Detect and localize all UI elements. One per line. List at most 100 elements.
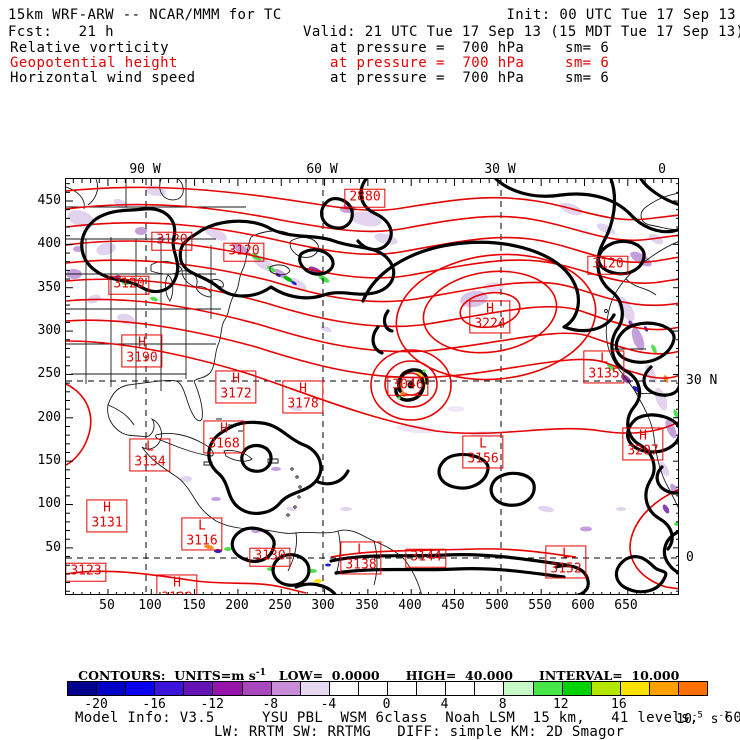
label-value: 3134: [134, 454, 166, 469]
bottom-axis-label: 250: [268, 598, 292, 613]
left-axis-label: 250: [37, 366, 61, 381]
left-axis-label: 350: [37, 280, 61, 295]
colorbar-cell: [184, 682, 214, 695]
colorbar: [67, 681, 708, 696]
init-time: Init: 00 UTC Tue 17 Sep 13: [506, 7, 736, 23]
bottom-axis-label: 50: [99, 598, 115, 613]
forecast-hour: Fcst: 21 h: [8, 24, 114, 40]
field3-level: at pressure = 700 hPa: [330, 70, 525, 86]
field1-level: at pressure = 700 hPa: [330, 40, 525, 56]
colorbar-cell: [417, 682, 447, 695]
valid-time: Valid: 21 UTC Tue 17 Sep 13 (15 MDT Tue …: [303, 24, 740, 40]
model-info-physics: LW: RRTM SW: RRTMG DIFF: simple KM: 2D S…: [214, 724, 625, 740]
colorbar-tick-label: -12: [200, 697, 224, 712]
colorbar-cell: [533, 682, 563, 695]
contour-label-2880: 2880: [344, 188, 386, 208]
label-value: 3156: [467, 451, 499, 466]
extremum-letter: H: [299, 381, 307, 397]
label-value: 3207: [627, 443, 659, 458]
label-value: 3120: [228, 243, 260, 259]
field1-smooth: sm= 6: [565, 40, 610, 56]
colorbar-cell: [126, 682, 156, 695]
windspeed-contours-black: [80, 179, 678, 594]
extremum-label-L3138: L 3138: [340, 541, 382, 575]
colorbar-tick-label: -20: [84, 697, 108, 712]
colorbar-tick-label: 4: [440, 697, 449, 712]
colorbar-tick-label: 12: [552, 697, 569, 712]
field2-smooth: sm= 6: [565, 55, 610, 71]
bottom-axis-label: 400: [398, 598, 422, 613]
label-value: 3224: [474, 316, 506, 331]
colorbar-cell: [68, 682, 98, 695]
left-axis-label: 100: [37, 496, 61, 511]
label-value: 3172: [220, 386, 252, 401]
extremum-letter: H: [173, 575, 181, 591]
colorbar-cell: [678, 682, 708, 695]
label-value: 3138: [345, 557, 377, 572]
colorbar-cell: [97, 682, 127, 695]
label-value: 3120: [156, 232, 188, 248]
bottom-axis-label: 350: [355, 598, 379, 613]
extremum-letter: H: [486, 301, 494, 317]
extremum-label-H3178: H 3178: [282, 380, 324, 414]
top-axis-label: 90 W: [129, 162, 161, 177]
extremum-label-H3168: H 3168: [203, 420, 245, 454]
bottom-axis-label: 500: [485, 598, 509, 613]
extremum-letter: L: [146, 439, 154, 455]
colorbar-cell: [649, 682, 679, 695]
colorbar-cell: [475, 682, 505, 695]
right-axis-label: 30 N: [686, 373, 718, 388]
extremum-letter: H: [103, 500, 111, 516]
left-axis-label: 300: [37, 323, 61, 338]
colorbar-tick-labels: -20 -16 -12 -8 -4 0 4 8 12 16: [67, 697, 708, 712]
colorbar-cell: [242, 682, 272, 695]
hurricane-icon: [394, 368, 429, 402]
left-axis-label: 450: [37, 193, 61, 208]
label-value: 3130: [254, 548, 286, 564]
field3-smooth: sm= 6: [565, 70, 610, 86]
contour-label-3120: 3120: [223, 242, 265, 262]
label-value: 3190: [126, 350, 158, 365]
model-info-label: Model Info: V3.5: [75, 710, 215, 726]
map-panel: 2880 3120 3120 3120 3120 H 3190 H 3224 H 3172 H 3178…: [65, 178, 679, 595]
extremum-label-H3129: H3129: [156, 574, 198, 594]
colorbar-cell: [213, 682, 243, 695]
extremum-label-L3152: L 3152: [545, 545, 587, 579]
label-value: 3116: [186, 533, 218, 548]
colorbar-cell: [388, 682, 418, 695]
colorbar-tick-label: 0: [382, 697, 391, 712]
bottom-axis-label: 300: [311, 598, 335, 613]
extremum-letter: L: [198, 518, 206, 534]
model-info-specs: YSU PBL WSM 6class Noah LSM 15 km, 41 le…: [262, 710, 740, 726]
label-value: 2880: [349, 189, 381, 205]
extremum-letter: L: [357, 542, 365, 558]
map-ticks: [66, 179, 678, 594]
colorbar-tick-label: 8: [498, 697, 507, 712]
extremum-letter: L: [562, 546, 570, 562]
field3-name: Horizontal wind speed: [10, 70, 196, 86]
extremum-label-H3190: H 3190: [121, 334, 163, 368]
colorbar-tick-label: -4: [320, 697, 337, 712]
field2-level: at pressure = 700 hPa: [330, 55, 525, 71]
contour-label-3046: 3046: [387, 376, 429, 396]
left-axis-label: 400: [37, 236, 61, 251]
extremum-letter: H: [220, 421, 228, 437]
label-value: 3178: [287, 396, 319, 411]
extremum-label-L3116: L 3116: [181, 517, 223, 551]
bottom-axis-label: 650: [614, 598, 638, 613]
label-value: 3129: [161, 590, 192, 594]
colorbar-cell: [446, 682, 476, 695]
right-axis-label: 0: [686, 550, 694, 565]
extremum-letter: H: [138, 335, 146, 351]
bottom-axis-label: 150: [182, 598, 206, 613]
plot-title: 15km WRF-ARW -- NCAR/MMM for TC: [8, 7, 282, 23]
label-value: 3144: [410, 549, 442, 565]
colorbar-tick-label: -8: [262, 697, 279, 712]
height-contours-red: [66, 186, 678, 594]
contour-label-3120: 3120: [151, 231, 193, 251]
colorbar-cell: [300, 682, 330, 695]
label-value: 3131: [91, 515, 123, 530]
label-value: 3120: [592, 256, 624, 272]
colorbar-tick-label: -16: [142, 697, 166, 712]
